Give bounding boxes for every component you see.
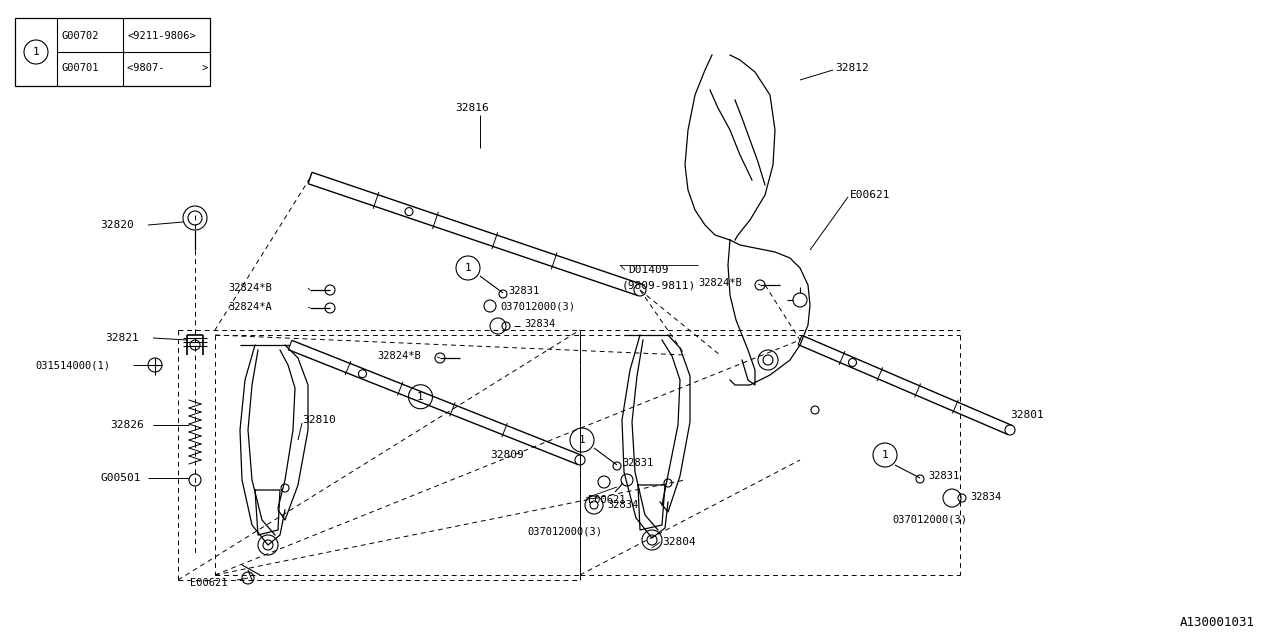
Text: 32831: 32831 xyxy=(508,286,539,296)
Text: 1: 1 xyxy=(32,47,40,57)
Text: 32834: 32834 xyxy=(524,319,556,329)
Text: 1: 1 xyxy=(465,263,471,273)
Text: 32824*B: 32824*B xyxy=(228,283,271,293)
Text: D01409: D01409 xyxy=(628,265,668,275)
Text: 32804: 32804 xyxy=(662,537,696,547)
Text: 32834: 32834 xyxy=(607,500,639,510)
Text: G00702: G00702 xyxy=(61,31,99,42)
Text: <9807-      >: <9807- > xyxy=(127,63,209,73)
Text: 32821: 32821 xyxy=(105,333,138,343)
Text: G00501: G00501 xyxy=(100,473,141,483)
Text: (9809-9811): (9809-9811) xyxy=(622,280,696,290)
Text: 1: 1 xyxy=(882,450,888,460)
Text: 1: 1 xyxy=(579,435,585,445)
Text: 32812: 32812 xyxy=(835,63,869,73)
Text: E00621: E00621 xyxy=(850,190,891,200)
Text: G00701: G00701 xyxy=(61,63,99,73)
Text: 32816: 32816 xyxy=(454,103,489,113)
Text: 037012000(3): 037012000(3) xyxy=(527,527,602,537)
Text: 037012000(3): 037012000(3) xyxy=(892,515,966,525)
Text: 32831: 32831 xyxy=(928,471,959,481)
Bar xyxy=(15,18,210,86)
Text: 32824*B: 32824*B xyxy=(378,351,421,361)
Text: 32824*A: 32824*A xyxy=(228,302,271,312)
Text: 32801: 32801 xyxy=(1010,410,1043,420)
Text: 32810: 32810 xyxy=(302,415,335,425)
Text: 32831: 32831 xyxy=(622,458,653,468)
Text: 32834: 32834 xyxy=(970,492,1001,502)
Text: A130001031: A130001031 xyxy=(1180,616,1254,628)
Text: 32826: 32826 xyxy=(110,420,143,430)
Text: <9211-9806>: <9211-9806> xyxy=(127,31,196,42)
Text: 031514000(1): 031514000(1) xyxy=(35,360,110,370)
Text: E00621: E00621 xyxy=(588,495,626,505)
Text: 1: 1 xyxy=(417,392,424,402)
Text: E00621: E00621 xyxy=(189,578,228,588)
Text: 32809: 32809 xyxy=(490,450,524,460)
Text: 32824*B: 32824*B xyxy=(698,278,741,288)
Text: 037012000(3): 037012000(3) xyxy=(500,301,575,311)
Text: 32820: 32820 xyxy=(100,220,133,230)
